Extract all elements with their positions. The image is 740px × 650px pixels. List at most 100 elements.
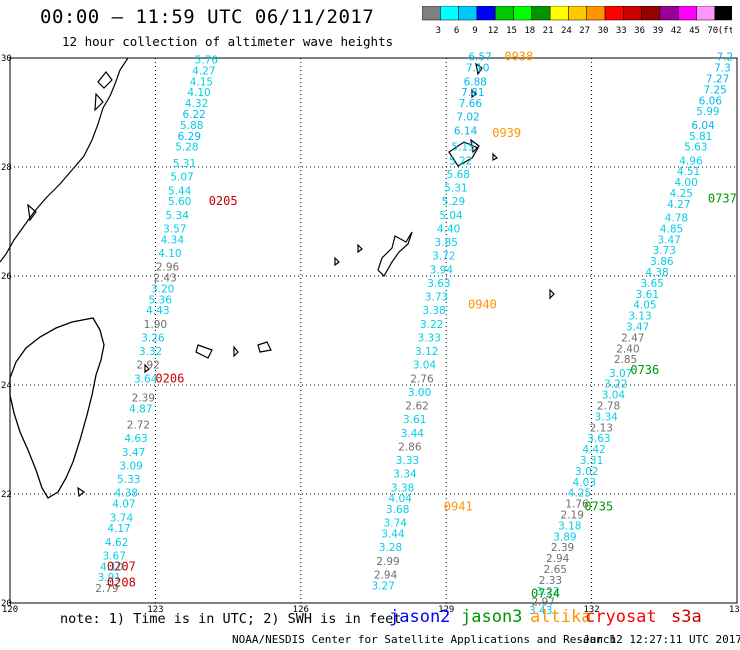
swh-value: 2.96 [156,262,180,274]
swh-value: 4.00 [674,177,697,189]
swh-value: 4.25 [670,188,693,200]
swh-value: 5.36 [149,294,173,306]
swh-value: 3.09 [119,460,142,472]
swh-value: 4.51 [677,166,700,178]
swh-value: 4.27 [667,199,690,211]
swh-value: 7.25 [703,84,726,96]
swh-value: 3.31 [580,455,603,467]
y-tick-label: 20 [1,599,12,609]
swh-value: 5.04 [439,210,463,222]
pass-time: 0938 [504,50,533,64]
colorbar-label: 33 [616,26,627,36]
swh-value: 3.18 [558,520,581,532]
swh-value: 5.63 [684,142,707,154]
swh-value: 4.10 [158,248,181,260]
swh-value: 2.33 [539,575,562,587]
colorbar-label: 39 [652,26,663,36]
swh-value: 4.10 [100,561,123,573]
swh-value: 5.31 [173,158,196,170]
pass-time: 0735 [584,499,613,513]
swh-value: 7.66 [459,98,483,110]
swh-value: 3.73 [425,292,448,304]
swh-value: 6.29 [178,131,201,143]
grid-lines [10,58,737,603]
swh-value: 4.63 [124,433,147,445]
swh-value: 3.44 [381,529,405,541]
colorbar-label: 27 [579,26,590,36]
colorbar-label: 42 [671,26,682,36]
colorbar-label: 15 [506,26,517,36]
swh-value: 1.76 [565,499,589,511]
swh-value: 5.99 [696,106,719,118]
swh-value: 5.22 [449,155,472,167]
swh-value: 7.81 [461,87,484,99]
swh-value: 3.22 [604,379,627,391]
x-tick-label: 129 [438,605,454,615]
swh-value: 3.04 [602,390,626,402]
swh-value: 5.88 [180,120,203,132]
swh-value: 4.32 [185,98,208,110]
swh-value: 2.19 [561,510,584,522]
swh-value: 5.33 [117,474,140,486]
swh-value: 2.85 [614,354,637,366]
swh-value: 5.60 [168,196,191,208]
swh-value: 1.90 [144,319,167,331]
y-tick-label: 22 [1,490,12,500]
legend-jason2: jason2 [389,607,451,627]
pass-time: 0207 [107,559,136,573]
swh-value: 4.07 [112,499,135,511]
swh-value: 2.39 [551,542,574,554]
swh-value: 3.61 [636,289,659,301]
y-tick-label: 28 [1,163,12,173]
colorbar-label: 30 [598,26,609,36]
swh-value: 7.02 [456,112,479,124]
swh-value: 4.04 [388,493,412,505]
chart-subtitle: 12 hour collection of altimeter wave hei… [62,34,394,49]
swh-value: 3.26 [141,332,165,344]
swh-value: 3.57 [163,223,186,235]
swh-value: 4.78 [665,213,688,225]
swh-value: 4.17 [107,523,130,535]
swh-value: 3.86 [650,256,674,268]
swh-value: 2.92 [136,360,159,372]
y-tick-label: 30 [1,54,12,64]
colorbar-label: 36 [634,26,645,36]
swh-value: 6.57 [468,52,491,64]
swh-value: 4.62 [105,537,128,549]
swh-value: 3.33 [418,332,441,344]
y-tick-label: 24 [1,381,12,391]
swh-value: 7.2 [717,52,734,64]
swh-value: 6.04 [691,120,715,132]
swh-value: 5.29 [442,196,465,208]
swh-value: 3.04 [413,360,437,372]
swh-value: 3.22 [536,586,559,598]
swh-value: 7.10 [466,63,489,75]
swh-value: 2.40 [616,343,639,355]
swh-value: 3.63 [587,433,610,445]
axis-ticks: 120 123 126 129 132 135 20 22 24 26 28 30 [1,54,740,615]
pass-time: 0205 [209,194,238,208]
x-tick-label: 123 [147,605,163,615]
swh-value: 4.05 [633,300,656,312]
swh-value: 3.47 [122,447,145,459]
swh-value: 3.22 [420,319,443,331]
swh-value: 3.12 [415,346,438,358]
swh-value: 3.74 [110,512,134,524]
swh-value: 5.68 [447,169,470,181]
colorbar-label: 3 [436,26,441,36]
swh-value: 3.89 [553,531,576,543]
legend-s3a: s3a [671,607,702,627]
swh-value: 4.15 [190,76,213,88]
swh-value: 7.3 [714,63,731,75]
swh-value: 3.74 [384,518,408,530]
swh-value: 2.43 [153,272,176,284]
swh-value: 3.07 [609,368,632,380]
swh-value: 3.38 [391,482,414,494]
plot-frame [9,57,738,604]
swh-value: 4.40 [437,223,460,235]
wave-height-labels: 5.764.274.154.104.326.225.886.295.285.31… [95,52,733,617]
swh-value: 4.27 [192,65,215,77]
pass-time: 0206 [155,371,184,385]
